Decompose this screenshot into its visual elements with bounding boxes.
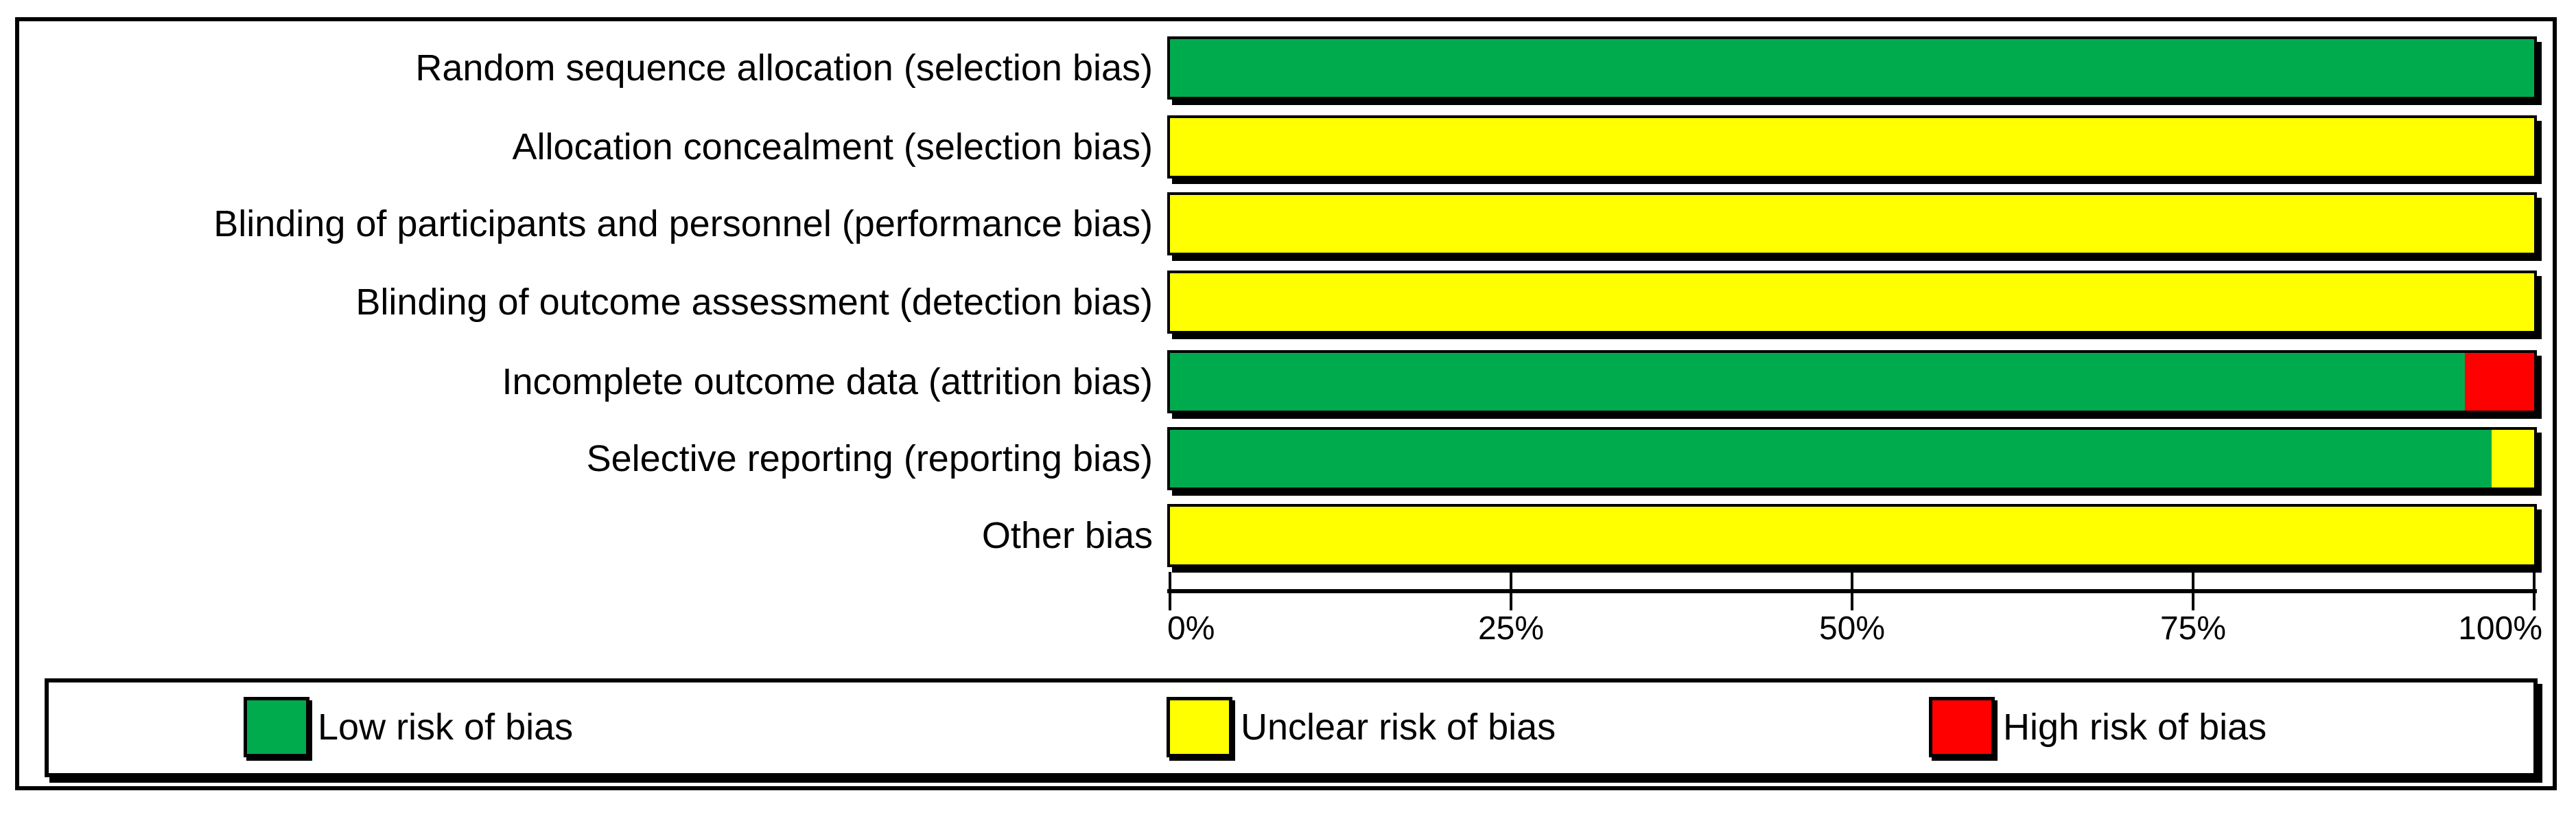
bar-segment-unclear: [1170, 118, 2534, 176]
bar: [1167, 271, 2537, 334]
x-axis-tick-label: 0%: [1167, 610, 1215, 647]
x-axis-tick-label: 50%: [1818, 610, 1886, 647]
legend: [45, 678, 2538, 777]
x-axis-tick: [2192, 572, 2194, 610]
x-axis-tick: [1851, 572, 1853, 610]
bar: [1167, 427, 2537, 490]
x-axis-tick-label: 25%: [1477, 610, 1545, 647]
legend-label-unclear: Unclear risk of bias: [1241, 707, 1556, 748]
bar-segment-high: [2464, 353, 2534, 411]
row-label: Blinding of participants and personnel (…: [213, 203, 1153, 244]
bar-segment-unclear: [2492, 430, 2534, 487]
bar-segment-low: [1170, 39, 2534, 97]
legend-label-high: High risk of bias: [2003, 707, 2267, 748]
row-label: Selective reporting (reporting bias): [586, 438, 1153, 479]
bar-segment-unclear: [1170, 195, 2534, 253]
legend-swatch-low: [244, 697, 309, 757]
bar-segment-low: [1170, 430, 2492, 487]
bar-segment-unclear: [1170, 273, 2534, 331]
x-axis-tick: [2533, 572, 2536, 610]
x-axis-tick: [1169, 572, 1171, 610]
x-axis-tick-label: 100%: [2458, 610, 2542, 647]
x-axis-tick: [1510, 572, 1512, 610]
x-axis-tick-label: 75%: [2159, 610, 2227, 647]
bar: [1167, 350, 2537, 413]
row-label: Random sequence allocation (selection bi…: [415, 47, 1153, 89]
row-label: Incomplete outcome data (attrition bias): [502, 361, 1153, 402]
legend-swatch-high: [1929, 697, 1995, 757]
row-label: Blinding of outcome assessment (detectio…: [355, 282, 1153, 323]
bar-segment-low: [1170, 353, 2465, 411]
bar: [1167, 115, 2537, 179]
bar-segment-unclear: [1170, 507, 2534, 564]
legend-label-low: Low risk of bias: [318, 707, 574, 748]
bar: [1167, 504, 2537, 567]
bar: [1167, 36, 2537, 100]
bar: [1167, 192, 2537, 255]
row-label: Allocation concealment (selection bias): [512, 126, 1153, 168]
legend-swatch-unclear: [1167, 697, 1232, 757]
row-label: Other bias: [981, 515, 1153, 556]
